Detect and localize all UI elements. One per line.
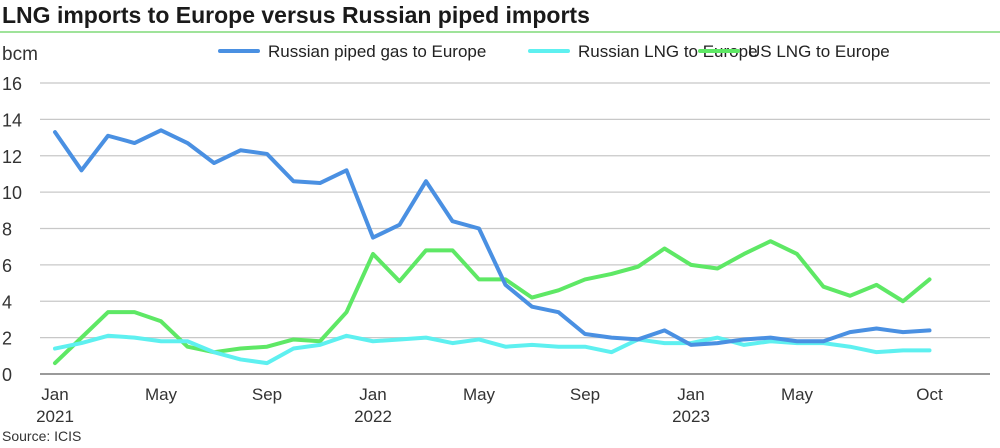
x-tick-year: 2022: [354, 407, 392, 426]
series-line-us-lng-to-europe: [53, 239, 932, 366]
legend-label: US LNG to Europe: [748, 42, 890, 61]
source-note: Source: ICIS: [2, 428, 82, 444]
y-tick-label: 4: [2, 292, 12, 312]
y-tick-label: 2: [2, 329, 12, 349]
y-axis-label: bcm: [2, 44, 38, 65]
y-tick-label: 16: [2, 74, 22, 94]
x-tick-year: 2023: [672, 407, 710, 426]
y-tick-label: 6: [2, 256, 12, 276]
x-tick-label: Jan: [41, 385, 68, 404]
series-line-russian-lng-to-europe: [53, 333, 932, 366]
x-tick-label: Sep: [252, 385, 282, 404]
x-tick-label: Oct: [916, 385, 943, 404]
y-tick-label: 14: [2, 110, 22, 130]
x-tick-label: May: [463, 385, 496, 404]
x-tick-label: Sep: [570, 385, 600, 404]
y-tick-label: 10: [2, 183, 22, 203]
x-tick-label: May: [145, 385, 178, 404]
x-tick-label: May: [781, 385, 814, 404]
y-tick-label: 0: [2, 365, 12, 385]
x-tick-label: Jan: [359, 385, 386, 404]
x-tick-year: 2021: [36, 407, 74, 426]
y-tick-label: 8: [2, 220, 12, 240]
x-tick-label: Jan: [677, 385, 704, 404]
title-divider: [0, 31, 1000, 33]
legend-label: Russian piped gas to Europe: [268, 42, 486, 61]
y-tick-label: 12: [2, 147, 22, 167]
series-line-russian-piped-gas-to-europe: [53, 128, 932, 347]
legend-label: Russian LNG to Europe: [578, 42, 758, 61]
chart-title: LNG imports to Europe versus Russian pip…: [2, 2, 590, 28]
